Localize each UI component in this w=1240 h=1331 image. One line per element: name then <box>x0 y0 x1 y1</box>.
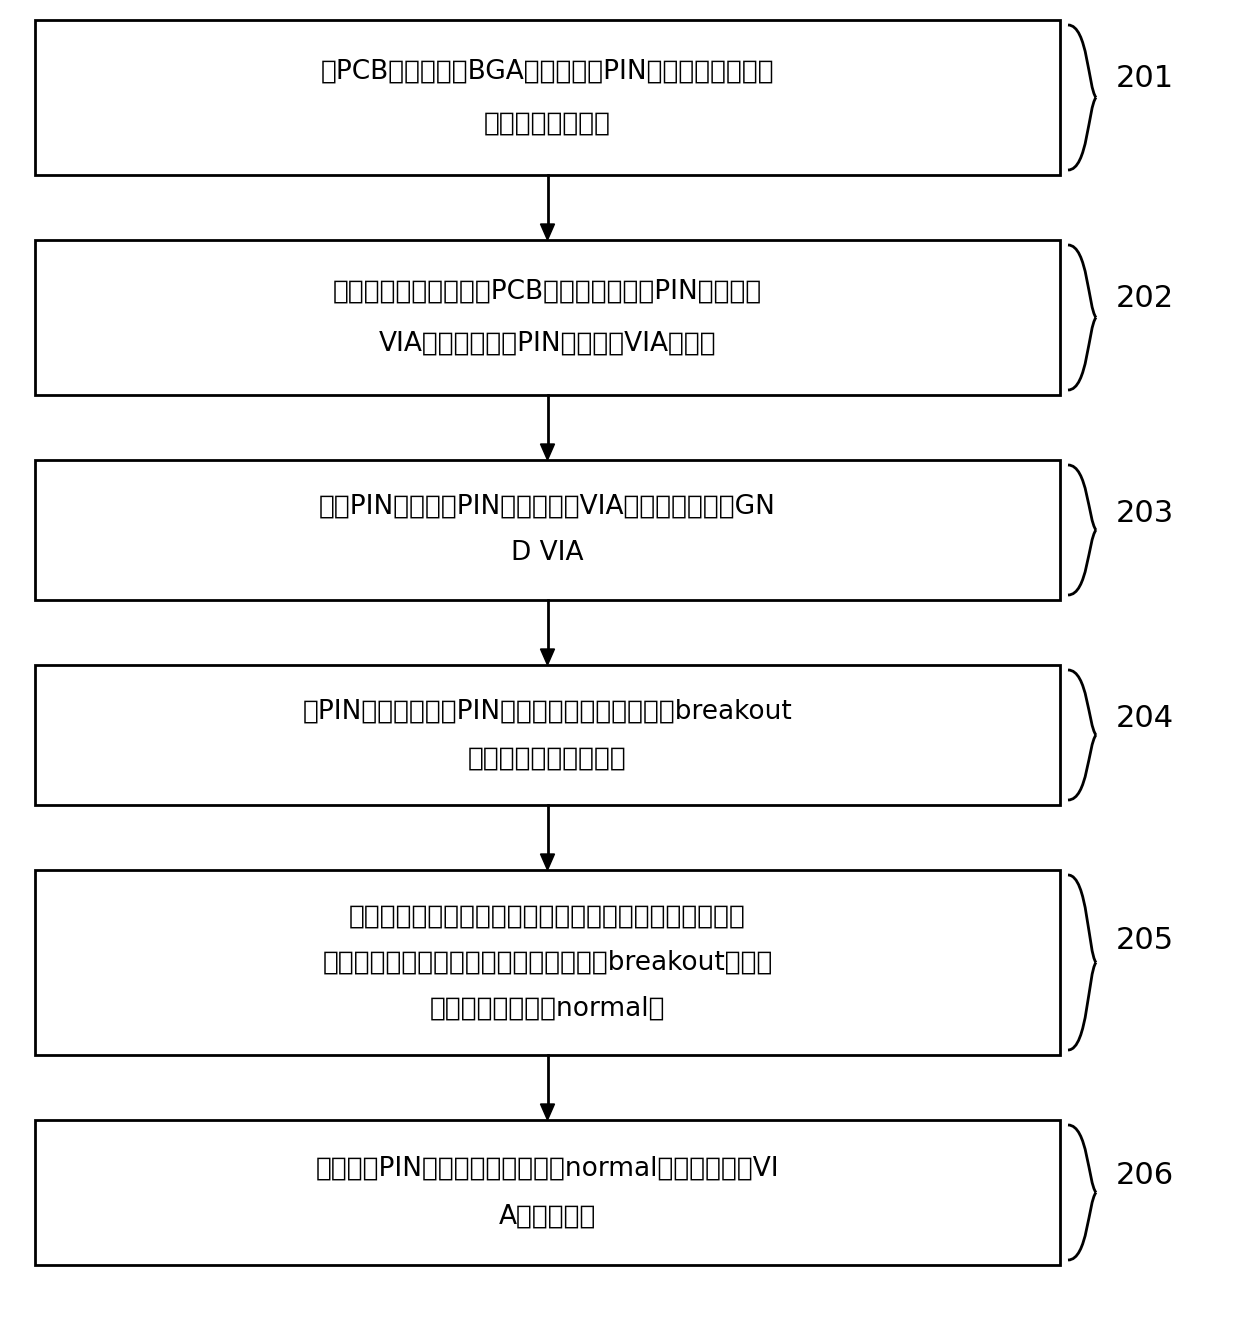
Bar <box>35 1119 1060 1264</box>
Text: 对应的第二线宽的normal线: 对应的第二线宽的normal线 <box>430 996 665 1022</box>
Bar <box>35 20 1060 174</box>
Polygon shape <box>541 445 554 461</box>
Text: 层阈值和空间阈值: 层阈值和空间阈值 <box>484 110 611 136</box>
Text: 在PCB板上，确定BGA芯片中各个PIN脚的位置，设置换: 在PCB板上，确定BGA芯片中各个PIN脚的位置，设置换 <box>321 59 774 85</box>
Polygon shape <box>541 855 554 870</box>
Polygon shape <box>541 1103 554 1119</box>
Text: 确定PIN脚对，为PIN脚对对应的VIA孔对设置对称的GN: 确定PIN脚对，为PIN脚对对应的VIA孔对设置对称的GN <box>319 494 776 519</box>
Text: A孔换层走线: A孔换层走线 <box>498 1203 596 1230</box>
Text: 204: 204 <box>1116 704 1174 732</box>
Text: 当第一差分线对与相邻的差分线对间的距离大于空间阈值: 当第一差分线对与相邻的差分线对间的距离大于空间阈值 <box>350 904 746 929</box>
Bar <box>35 666 1060 805</box>
Bar <box>35 870 1060 1055</box>
Text: 206: 206 <box>1116 1161 1174 1190</box>
Text: 203: 203 <box>1116 499 1174 527</box>
Text: 205: 205 <box>1116 926 1174 954</box>
Text: 在换层阈值范围内，在PCB板上，设置各个PIN脚对应的: 在换层阈值范围内，在PCB板上，设置各个PIN脚对应的 <box>332 278 763 305</box>
Text: 为PIN脚对中每一个PIN脚引出对应的第一线宽的breakout: 为PIN脚对中每一个PIN脚引出对应的第一线宽的breakout <box>303 699 792 724</box>
Polygon shape <box>541 224 554 240</box>
Text: 线，组成第一差分线对: 线，组成第一差分线对 <box>469 745 627 772</box>
Polygon shape <box>541 650 554 666</box>
Text: 202: 202 <box>1116 285 1174 313</box>
Text: 时，将第一差分线对中每一条第一线宽的breakout线接入: 时，将第一差分线对中每一条第一线宽的breakout线接入 <box>322 949 773 976</box>
Text: VIA孔，且相邻的PIN脚对应的VIA孔相邻: VIA孔，且相邻的PIN脚对应的VIA孔相邻 <box>378 330 717 357</box>
Text: 201: 201 <box>1116 64 1174 93</box>
Text: 将每一个PIN脚对应的第二线宽的normal线通过对应的VI: 将每一个PIN脚对应的第二线宽的normal线通过对应的VI <box>316 1155 779 1182</box>
Bar <box>35 461 1060 600</box>
Bar <box>35 240 1060 395</box>
Text: D VIA: D VIA <box>511 540 584 566</box>
